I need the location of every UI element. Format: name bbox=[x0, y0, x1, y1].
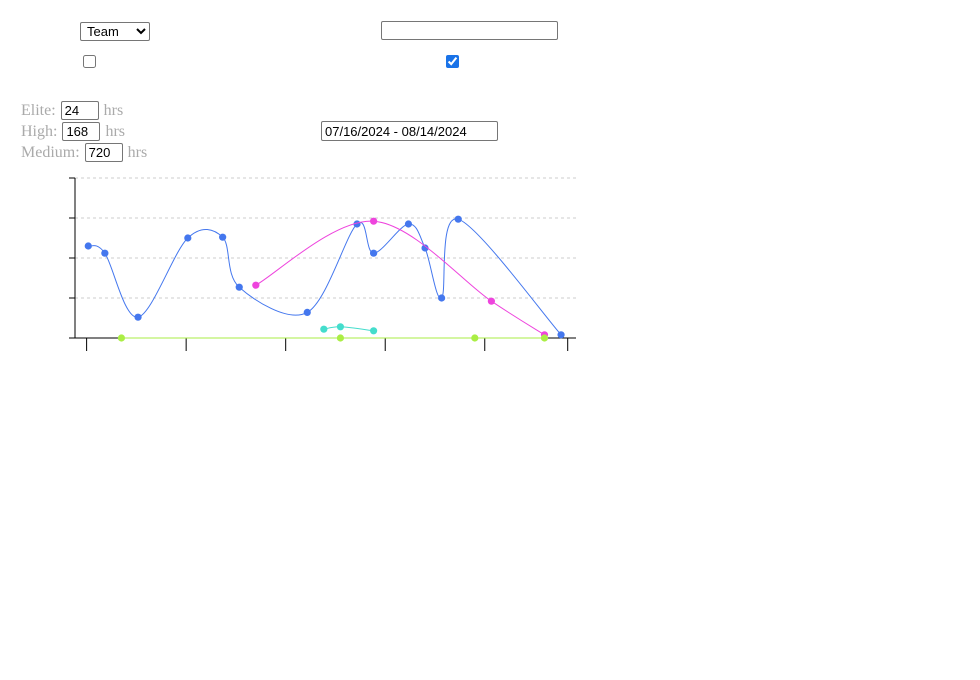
series-1-point bbox=[454, 215, 462, 223]
series-4-point bbox=[336, 334, 345, 342]
series-3-point bbox=[370, 327, 378, 335]
series-3-line bbox=[323, 326, 374, 332]
series-1-point bbox=[84, 242, 92, 250]
medium-label: Medium: bbox=[21, 144, 80, 161]
filter-input[interactable] bbox=[381, 21, 558, 40]
high-unit-label: hrs bbox=[105, 123, 126, 140]
high-threshold-row: High: hrs bbox=[21, 121, 147, 142]
series-3-point bbox=[320, 325, 328, 333]
elite-threshold-row: Elite: hrs bbox=[21, 100, 147, 121]
medium-hours-input[interactable] bbox=[84, 143, 123, 162]
high-label: High: bbox=[21, 123, 58, 140]
series-1-point bbox=[235, 283, 243, 291]
elite-unit-label: hrs bbox=[103, 102, 124, 119]
series-1-point bbox=[134, 313, 142, 321]
medium-unit-label: hrs bbox=[127, 144, 148, 161]
medium-threshold-row: Medium: hrs bbox=[21, 142, 147, 163]
series-4-point bbox=[471, 334, 479, 342]
series-3-point bbox=[336, 323, 345, 331]
series-4-point bbox=[117, 334, 126, 342]
series-1-point bbox=[219, 233, 227, 241]
group-by-select[interactable]: Team bbox=[80, 22, 150, 41]
series-1-point bbox=[438, 294, 446, 302]
series-1-point bbox=[421, 244, 429, 252]
series-1-point bbox=[404, 220, 413, 228]
series-4-point bbox=[540, 334, 549, 342]
series-1-point bbox=[184, 234, 192, 242]
right-toggle-checkbox[interactable] bbox=[446, 55, 459, 68]
left-toggle-checkbox[interactable] bbox=[83, 55, 96, 68]
elite-hours-input[interactable] bbox=[60, 101, 99, 120]
series-1-point bbox=[557, 331, 565, 339]
series-1-line bbox=[88, 218, 562, 336]
series-1-point bbox=[303, 308, 311, 316]
series-2-point bbox=[487, 297, 495, 305]
high-hours-input[interactable] bbox=[62, 122, 101, 141]
threshold-settings: Elite: hrs High: hrs Medium: hrs bbox=[21, 100, 147, 163]
series-1-point bbox=[101, 249, 109, 257]
series-2-point bbox=[252, 281, 260, 289]
elite-label: Elite: bbox=[21, 102, 56, 119]
date-range-input[interactable] bbox=[321, 121, 498, 141]
series-2-point bbox=[370, 217, 378, 225]
series-2-line bbox=[255, 220, 545, 336]
series-1-point bbox=[370, 249, 378, 257]
